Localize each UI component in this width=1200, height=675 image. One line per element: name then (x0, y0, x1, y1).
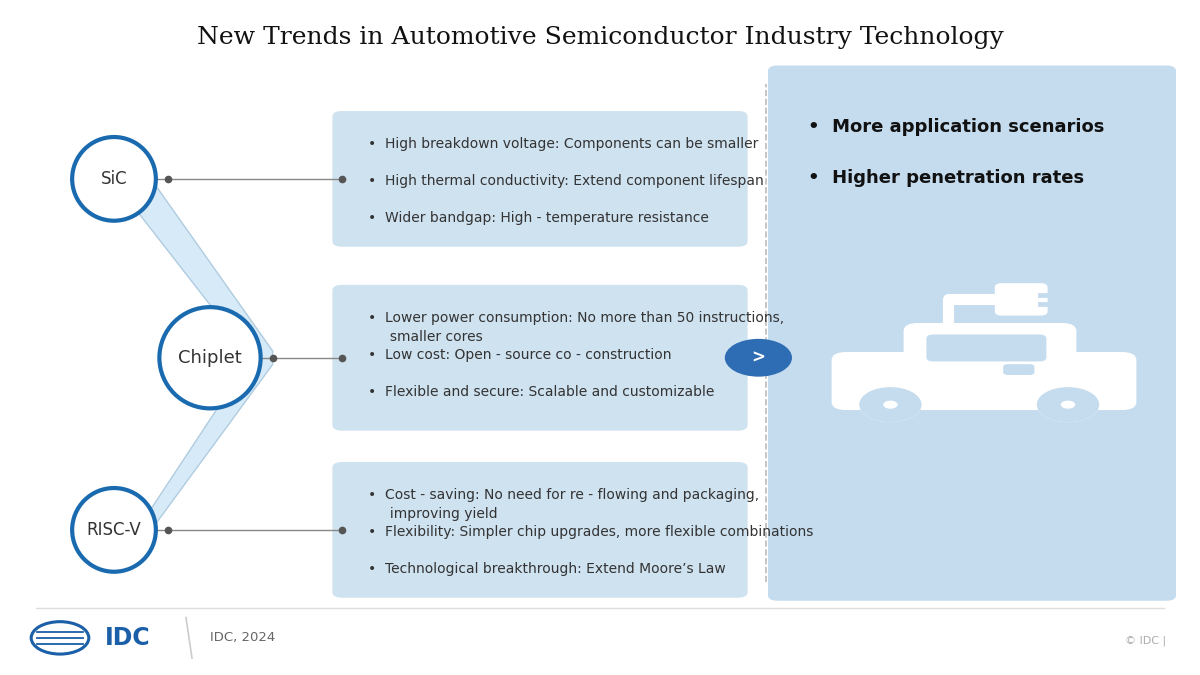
Circle shape (1061, 401, 1075, 409)
FancyBboxPatch shape (995, 284, 1048, 316)
FancyBboxPatch shape (926, 335, 1046, 362)
Text: •  Higher penetration rates: • Higher penetration rates (808, 169, 1084, 187)
Circle shape (875, 396, 906, 413)
Text: •  High breakdown voltage: Components can be smaller: • High breakdown voltage: Components can… (368, 136, 758, 151)
FancyBboxPatch shape (332, 285, 748, 431)
FancyBboxPatch shape (332, 111, 748, 247)
Circle shape (725, 339, 792, 377)
Circle shape (1037, 387, 1099, 423)
Text: •  Wider bandgap: High - temperature resistance: • Wider bandgap: High - temperature resi… (368, 211, 709, 225)
Text: •  High thermal conductivity: Extend component lifespan: • High thermal conductivity: Extend comp… (368, 174, 764, 188)
Text: © IDC |: © IDC | (1126, 636, 1166, 647)
FancyBboxPatch shape (332, 462, 748, 598)
Ellipse shape (72, 488, 156, 572)
FancyBboxPatch shape (768, 65, 1176, 601)
Text: •  Technological breakthrough: Extend Moore’s Law: • Technological breakthrough: Extend Moo… (368, 562, 726, 576)
Text: RISC-V: RISC-V (86, 521, 142, 539)
Text: •  Lower power consumption: No more than 50 instructions,
     smaller cores: • Lower power consumption: No more than … (368, 310, 785, 344)
FancyBboxPatch shape (904, 323, 1076, 370)
Text: New Trends in Automotive Semiconductor Industry Technology: New Trends in Automotive Semiconductor I… (197, 26, 1003, 49)
Text: •  Flexible and secure: Scalable and customizable: • Flexible and secure: Scalable and cust… (368, 385, 715, 399)
Text: IDC, 2024: IDC, 2024 (210, 631, 275, 645)
Text: •  More application scenarios: • More application scenarios (808, 118, 1104, 136)
Circle shape (859, 387, 922, 423)
Ellipse shape (72, 137, 156, 221)
Circle shape (859, 387, 922, 423)
Circle shape (883, 401, 898, 409)
Polygon shape (120, 169, 272, 540)
Circle shape (1052, 396, 1084, 413)
Text: •  Cost - saving: No need for re - flowing and packaging,
     improving yield: • Cost - saving: No need for re - flowin… (368, 487, 760, 521)
Text: IDC: IDC (104, 626, 150, 650)
Text: •  Low cost: Open - source co - construction: • Low cost: Open - source co - construct… (368, 348, 672, 362)
Ellipse shape (160, 307, 260, 408)
Circle shape (1037, 387, 1099, 423)
FancyBboxPatch shape (832, 352, 1136, 410)
Text: •  Flexibility: Simpler chip upgrades, more flexible combinations: • Flexibility: Simpler chip upgrades, mo… (368, 525, 814, 539)
Text: SiC: SiC (101, 170, 127, 188)
FancyBboxPatch shape (1003, 364, 1034, 375)
Circle shape (31, 622, 89, 654)
Text: >: > (751, 349, 766, 367)
Text: Chiplet: Chiplet (178, 349, 242, 367)
